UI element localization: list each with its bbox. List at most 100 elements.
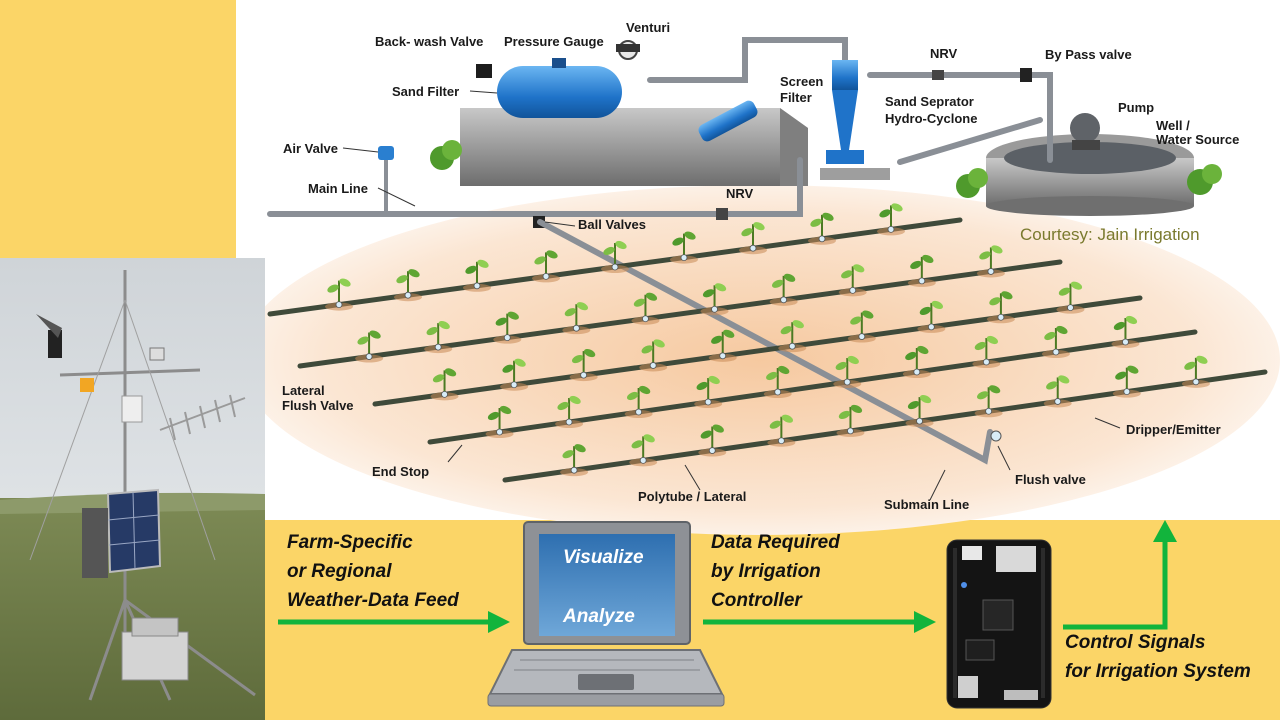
bush-well-right [1187, 164, 1222, 195]
laptop-screen [539, 534, 675, 636]
label-dripper-emitter: Dripper/Emitter [1126, 422, 1221, 437]
plant-icon [485, 405, 514, 438]
label-well-1: Well / [1156, 118, 1190, 133]
plant-icon [972, 335, 1001, 368]
diagram-labels: Back- wash Valve Pressure Gauge Venturi … [282, 20, 1239, 512]
plant-icon [1041, 325, 1070, 358]
plant-icon [838, 264, 867, 297]
flush-valve-icon [990, 430, 1002, 442]
plant-icon [1112, 365, 1141, 398]
label-backwash-valve: Back- wash Valve [375, 34, 483, 49]
label-submain-line: Submain Line [884, 497, 969, 512]
plant-icon [555, 395, 584, 428]
laptop-visualize: Visualize [563, 547, 644, 568]
plant-icon [500, 358, 529, 391]
plant-icon [430, 368, 459, 401]
well-water-source [986, 134, 1194, 216]
battery-box-icon [121, 617, 189, 681]
label-bypass-valve: By Pass valve [1045, 47, 1132, 62]
plant-icon [670, 231, 698, 264]
plant-icon [739, 222, 767, 255]
label-flush-valve: Flush valve [1015, 472, 1086, 487]
solar-panel-icon [106, 488, 162, 574]
screen-filter-icon [698, 100, 758, 142]
label-courtesy: Courtesy: Jain Irrigation [1020, 225, 1200, 244]
laptop-icon: Visualize Analyze [487, 521, 725, 707]
label-lateral-flush-2: Flush Valve [282, 398, 354, 413]
venturi-icon [616, 44, 640, 52]
plant-icon [493, 311, 522, 344]
control-signals-line-1: Control Signals [1065, 632, 1205, 653]
control-signals-line-2: for Irrigation System [1065, 661, 1251, 682]
weather-feed-line-2: or Regional [287, 561, 392, 582]
plant-icon [917, 300, 946, 333]
weather-station-photo [0, 258, 265, 720]
plant-icon [769, 273, 798, 306]
label-main-line: Main Line [308, 181, 368, 196]
plant-icon [974, 385, 1003, 418]
plant-icon [986, 291, 1015, 324]
plant-icon [355, 330, 384, 363]
label-well-2: Water Source [1156, 132, 1239, 147]
label-ball-valves: Ball Valves [578, 217, 646, 232]
data-required-line-2: by Irrigation [711, 561, 821, 582]
plant-icon [700, 283, 729, 316]
plant-icon [394, 269, 422, 302]
radiation-shield-icon [121, 395, 143, 423]
plant-icon [639, 339, 668, 372]
backwash-valve-icon [476, 64, 492, 78]
plant-icon [631, 292, 660, 325]
label-sand-separator-1: Sand Seprator [885, 94, 974, 109]
plant-icon [601, 240, 629, 273]
plants [325, 203, 1210, 477]
plant-icon [532, 250, 560, 283]
label-pressure-gauge: Pressure Gauge [504, 34, 604, 49]
data-required-line-1: Data Required [711, 532, 840, 553]
plant-icon [1043, 375, 1072, 408]
weather-feed-line-3: Weather-Data Feed [287, 590, 459, 611]
rain-sensor-icon [149, 347, 165, 361]
submain-line-pipe [537, 219, 993, 465]
label-venturi: Venturi [626, 20, 670, 35]
plant-icon [847, 310, 876, 343]
plant-icon [694, 375, 723, 408]
plant-icon [562, 302, 591, 335]
nrv-mid-icon [716, 208, 728, 220]
plant-icon [1181, 355, 1210, 388]
label-screen-filter-1: Screen [780, 74, 823, 89]
air-valve-icon [378, 146, 394, 214]
flow-area: Farm-Specific or Regional Weather-Data F… [278, 520, 1251, 709]
plant-icon [629, 434, 658, 467]
laptop-analyze: Analyze [562, 606, 635, 627]
label-screen-filter-2: Filter [780, 90, 812, 105]
sand-filter-tank [476, 40, 640, 118]
plant-icon [976, 245, 1005, 278]
hydrocyclone-icon [826, 60, 864, 164]
weather-feed-line-1: Farm-Specific [287, 532, 413, 553]
anemometer-icon [36, 314, 62, 358]
irrigation-diagram [236, 0, 1280, 535]
antenna-icon [159, 394, 246, 441]
label-sand-filter: Sand Filter [392, 84, 459, 99]
plant-icon [778, 320, 807, 353]
plant-icon [624, 385, 653, 418]
plant-icon [902, 345, 931, 378]
pump-icon [1070, 113, 1100, 150]
plant-icon [424, 321, 453, 354]
data-required-line-3: Controller [711, 590, 803, 611]
controller-to-system-arrow [1063, 520, 1177, 630]
plant-icon [833, 355, 862, 388]
weather-to-laptop-arrow [278, 611, 510, 633]
label-polytube-lateral: Polytube / Lateral [638, 489, 746, 504]
laptop-touchpad [578, 674, 634, 690]
plant-icon [763, 365, 792, 398]
sensor-icon [80, 378, 94, 392]
plant-icon [698, 424, 727, 457]
label-air-valve: Air Valve [283, 141, 338, 156]
nrv-top-icon [932, 70, 944, 80]
bush-left [430, 140, 462, 170]
plant-icon [808, 212, 836, 245]
soil-field [240, 185, 1280, 535]
plant-icon [560, 444, 589, 477]
